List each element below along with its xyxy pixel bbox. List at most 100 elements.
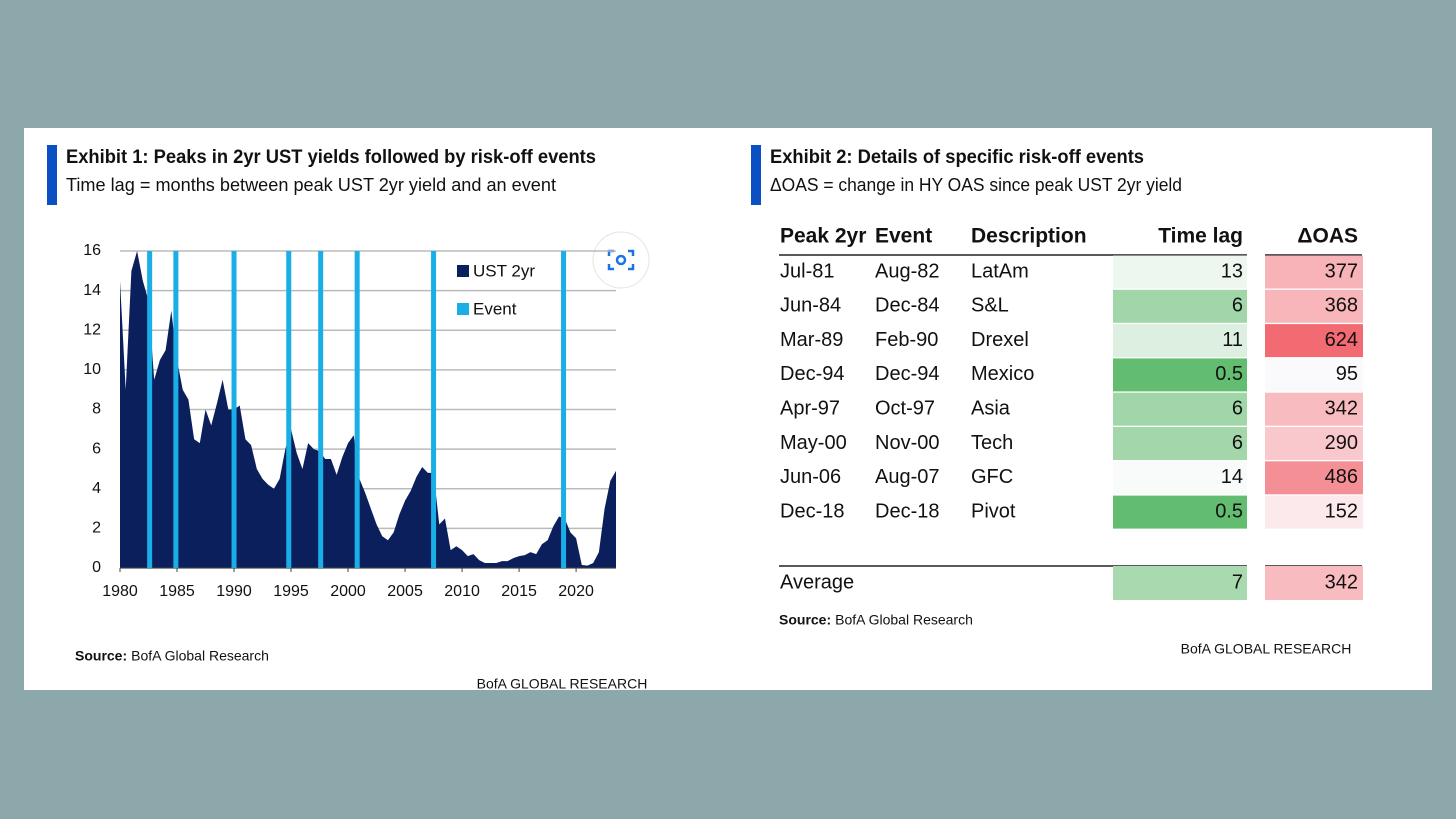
cell: 486	[1325, 466, 1358, 488]
cell: 14	[1221, 466, 1243, 488]
chart-subtitle: Time lag = months between peak UST 2yr y…	[66, 175, 556, 195]
cell-bg	[1113, 566, 1247, 600]
y-tick-label: 4	[92, 480, 101, 497]
event-line	[354, 251, 360, 568]
column-header: Event	[875, 225, 932, 248]
lens-icon[interactable]	[615, 254, 627, 266]
cell: 95	[1336, 363, 1358, 385]
source-label: Source:	[779, 612, 831, 628]
lens-button[interactable]	[592, 231, 650, 289]
y-tick-label: 10	[83, 361, 101, 378]
event-line	[318, 251, 324, 568]
cell: 368	[1325, 295, 1358, 317]
cell: Aug-82	[875, 260, 940, 282]
cell: 11	[1222, 329, 1243, 351]
area	[120, 251, 616, 568]
cell-bg	[1265, 461, 1363, 495]
cell: 624	[1325, 329, 1358, 351]
cell: 0.5	[1215, 500, 1243, 522]
cell: 6	[1232, 295, 1243, 317]
legend-swatch	[457, 303, 469, 315]
x-tick-label: 2015	[501, 583, 537, 600]
cell-bg	[1265, 289, 1363, 323]
cell-bg	[1265, 566, 1363, 600]
legend-swatch	[457, 265, 469, 277]
legend-label: UST 2yr	[473, 261, 535, 280]
event-line	[173, 251, 179, 568]
cell: Pivot	[971, 500, 1016, 522]
table: Peak 2yr Event Description Time lag ΔOAS Jul-…	[779, 225, 1363, 657]
accent-bar	[47, 145, 57, 205]
cell: Jun-06	[780, 466, 841, 488]
y-tick-label: 8	[92, 401, 101, 418]
cell: GFC	[971, 466, 1013, 488]
cell: LatAm	[971, 260, 1029, 282]
event-line	[147, 251, 153, 568]
cell: Asia	[971, 397, 1011, 419]
average-cell: 342	[1325, 571, 1358, 593]
cell: 0.5	[1215, 363, 1243, 385]
x-tick-label: 2000	[330, 583, 366, 600]
cell-bg	[1113, 461, 1247, 495]
cell-bg	[1113, 324, 1247, 358]
source-text: BofA Global Research	[131, 648, 269, 664]
y-tick-label: 16	[83, 242, 101, 259]
x-tick-label: 1985	[159, 583, 195, 600]
cell: Drexel	[971, 329, 1029, 351]
cell-bg	[1265, 358, 1363, 392]
accent-bar	[751, 145, 761, 205]
y-tick-label: 14	[83, 282, 101, 299]
cell: Dec-94	[780, 363, 844, 385]
cell: Jun-84	[780, 295, 841, 317]
source-label: Source:	[75, 648, 127, 664]
column-header: ΔOAS	[1297, 225, 1358, 248]
cell: 342	[1325, 397, 1358, 419]
cell: S&L	[971, 295, 1009, 317]
table-title: Exhibit 2: Details of specific risk-off …	[770, 147, 1144, 168]
lens-button-bg[interactable]	[592, 231, 650, 289]
cell: Dec-84	[875, 295, 939, 317]
y-tick-label: 2	[92, 520, 101, 537]
cell: 6	[1232, 397, 1243, 419]
table-subtitle: ΔOAS = change in HY OAS since peak UST 2…	[770, 175, 1182, 195]
cell: 152	[1325, 500, 1358, 522]
column-header: Description	[971, 225, 1087, 248]
cell: 6	[1232, 432, 1243, 454]
y-tick-label: 0	[92, 559, 101, 576]
cell-bg	[1113, 255, 1247, 289]
cell-bg	[1113, 289, 1247, 323]
cell-bg	[1113, 392, 1247, 426]
cell: Oct-97	[875, 397, 935, 419]
chart-title: Exhibit 1: Peaks in 2yr UST yields follo…	[66, 147, 596, 168]
cell-bg	[1113, 358, 1247, 392]
x-tick-label: 2020	[558, 583, 594, 600]
cell: Aug-07	[875, 466, 940, 488]
average-cell: 7	[1232, 571, 1243, 593]
average-label: Average	[780, 571, 854, 593]
cell: 290	[1325, 432, 1358, 454]
cell-bg	[1113, 495, 1247, 529]
x-tick-label: 1995	[273, 583, 309, 600]
cell-bg	[1265, 324, 1363, 358]
cell: 377	[1325, 260, 1358, 282]
cell: Feb-90	[875, 329, 938, 351]
cell: Dec-18	[875, 500, 939, 522]
cell: Dec-18	[780, 500, 844, 522]
event-line	[286, 251, 292, 568]
cell-bg	[1265, 255, 1363, 289]
event-line	[231, 251, 237, 568]
cell: Dec-94	[875, 363, 939, 385]
cell: Jul-81	[780, 260, 834, 282]
x-tick-label: 2010	[444, 583, 480, 600]
x-tick-label: 1980	[102, 583, 138, 600]
source-text: BofA Global Research	[835, 612, 973, 628]
footer: BofA GLOBAL RESEARCH	[1181, 641, 1352, 657]
cell-bg	[1113, 427, 1247, 460]
event-line	[561, 251, 567, 568]
x-tick-label: 1990	[216, 583, 252, 600]
x-tick-label: 2005	[387, 583, 423, 600]
chart: 0 2 4 6 8 10 12 14 16 1980 1985 1990 1995 2000 2005 201…	[75, 242, 647, 691]
cell: Tech	[971, 432, 1013, 454]
